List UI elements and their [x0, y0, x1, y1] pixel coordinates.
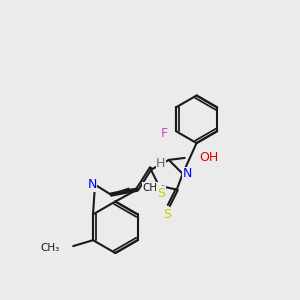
- Text: F: F: [160, 127, 168, 140]
- Text: N: N: [183, 167, 192, 180]
- Text: CH₃: CH₃: [40, 243, 59, 253]
- Text: OH: OH: [200, 152, 219, 164]
- Text: N: N: [87, 178, 97, 191]
- Text: CH₃: CH₃: [142, 183, 162, 193]
- Text: S: S: [157, 187, 165, 200]
- Text: S: S: [163, 208, 171, 221]
- Text: H: H: [156, 158, 166, 170]
